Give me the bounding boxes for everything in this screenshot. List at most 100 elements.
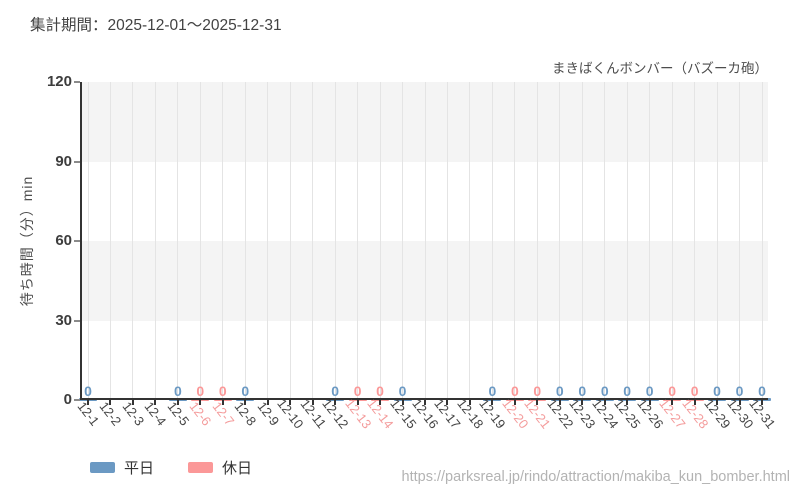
gridline [402, 82, 404, 400]
x-tick-mark [671, 400, 674, 405]
x-tick-mark [558, 400, 561, 405]
x-tick-label: 12-7 [209, 398, 238, 429]
gridline [154, 82, 156, 400]
gridline [222, 82, 224, 400]
x-axis [80, 398, 768, 400]
legend-item-holiday[interactable]: 休日 [188, 457, 252, 478]
x-tick-mark [468, 400, 471, 405]
data-value-label: 0 [376, 383, 384, 399]
gridline [581, 82, 583, 400]
x-tick-mark [109, 400, 112, 405]
x-tick-mark [379, 400, 382, 405]
weekday-swatch [90, 462, 115, 473]
data-value-label: 0 [218, 383, 227, 399]
legend: 平日 休日 [90, 457, 252, 478]
data-value-label: 0 [713, 383, 721, 399]
gridline [649, 82, 651, 400]
x-tick-label: 12-4 [141, 398, 170, 429]
data-value-label: 0 [331, 383, 340, 399]
gridline [334, 82, 336, 400]
data-value-label: 0 [488, 383, 497, 399]
gridline [244, 82, 246, 400]
gridline [469, 82, 471, 400]
attraction-title: まきばくんボンバー（バズーカ砲） [552, 61, 768, 76]
gridline [267, 82, 269, 400]
data-value-label: 0 [555, 383, 564, 399]
gridline [671, 82, 673, 400]
gridline [87, 82, 89, 400]
gridline [357, 82, 359, 400]
data-value-label: 0 [533, 383, 542, 399]
y-axis [80, 82, 82, 400]
gridline [177, 82, 179, 400]
report-period: 集計期間：2025-12-01～2025-12-31 [30, 17, 282, 34]
x-tick-mark [648, 400, 651, 405]
x-tick-mark [446, 400, 449, 405]
x-tick-mark [176, 400, 179, 405]
data-value-label: 0 [353, 383, 362, 399]
data-value-label: 0 [690, 383, 699, 399]
x-tick-mark [289, 400, 292, 405]
data-value-label: 0 [578, 383, 587, 399]
x-tick-mark [693, 400, 696, 405]
x-tick-mark [738, 400, 741, 405]
gridline [761, 82, 763, 400]
x-tick-mark [199, 400, 202, 405]
x-tick-mark [716, 400, 719, 405]
x-tick-mark [311, 400, 314, 405]
gridline [109, 82, 111, 400]
legend-item-weekday[interactable]: 平日 [90, 457, 154, 478]
data-value-label: 0 [735, 383, 744, 399]
data-value-label: 0 [173, 383, 182, 399]
weekday-legend-label: 平日 [124, 460, 155, 477]
gridline [446, 82, 448, 400]
source-url: https://parksreal.jp/rindo/attraction/ma… [401, 469, 790, 485]
x-tick-mark [626, 400, 629, 405]
y-tick-mark [74, 81, 80, 83]
gridline [739, 82, 741, 400]
x-tick-label: 12-6 [186, 398, 215, 429]
gridline [626, 82, 628, 400]
gridline [716, 82, 718, 400]
y-tick-label: 30 [55, 311, 72, 329]
x-tick-mark [244, 400, 247, 405]
y-tick-mark [74, 240, 80, 242]
x-tick-mark [424, 400, 426, 405]
x-tick-mark [221, 400, 224, 405]
x-tick-mark [266, 400, 269, 405]
x-tick-mark [401, 400, 404, 405]
gridline [491, 82, 493, 400]
x-tick-mark [334, 400, 337, 405]
y-tick-label: 90 [55, 152, 72, 170]
holiday-legend-label: 休日 [222, 460, 253, 477]
holiday-swatch [188, 462, 214, 473]
data-value-label: 0 [196, 383, 205, 399]
x-tick-label: 12-2 [96, 398, 125, 429]
data-value-label: 0 [758, 383, 766, 399]
gridline [694, 82, 696, 400]
data-value-label: 0 [600, 383, 609, 399]
data-value-label: 0 [668, 383, 677, 399]
y-tick-label: 0 [63, 391, 72, 408]
x-tick-label: 12-1 [74, 398, 103, 429]
x-tick-mark [154, 400, 157, 405]
data-value-label: 0 [241, 383, 250, 399]
y-tick-mark [74, 399, 80, 401]
gridline [312, 82, 314, 400]
x-tick-mark [536, 400, 539, 405]
gridline [559, 82, 561, 400]
gridline [536, 82, 538, 400]
y-tick-mark [74, 160, 80, 163]
gridline [289, 82, 291, 400]
gridline [199, 82, 201, 400]
x-tick-label: 12-5 [164, 398, 193, 429]
y-tick-label: 60 [55, 232, 72, 249]
x-tick-mark [491, 400, 494, 405]
data-value-label: 0 [645, 383, 654, 399]
x-tick-mark [356, 400, 359, 405]
x-tick-mark [761, 400, 763, 405]
x-tick-mark [581, 400, 584, 405]
x-tick-label: 12-8 [231, 398, 260, 429]
